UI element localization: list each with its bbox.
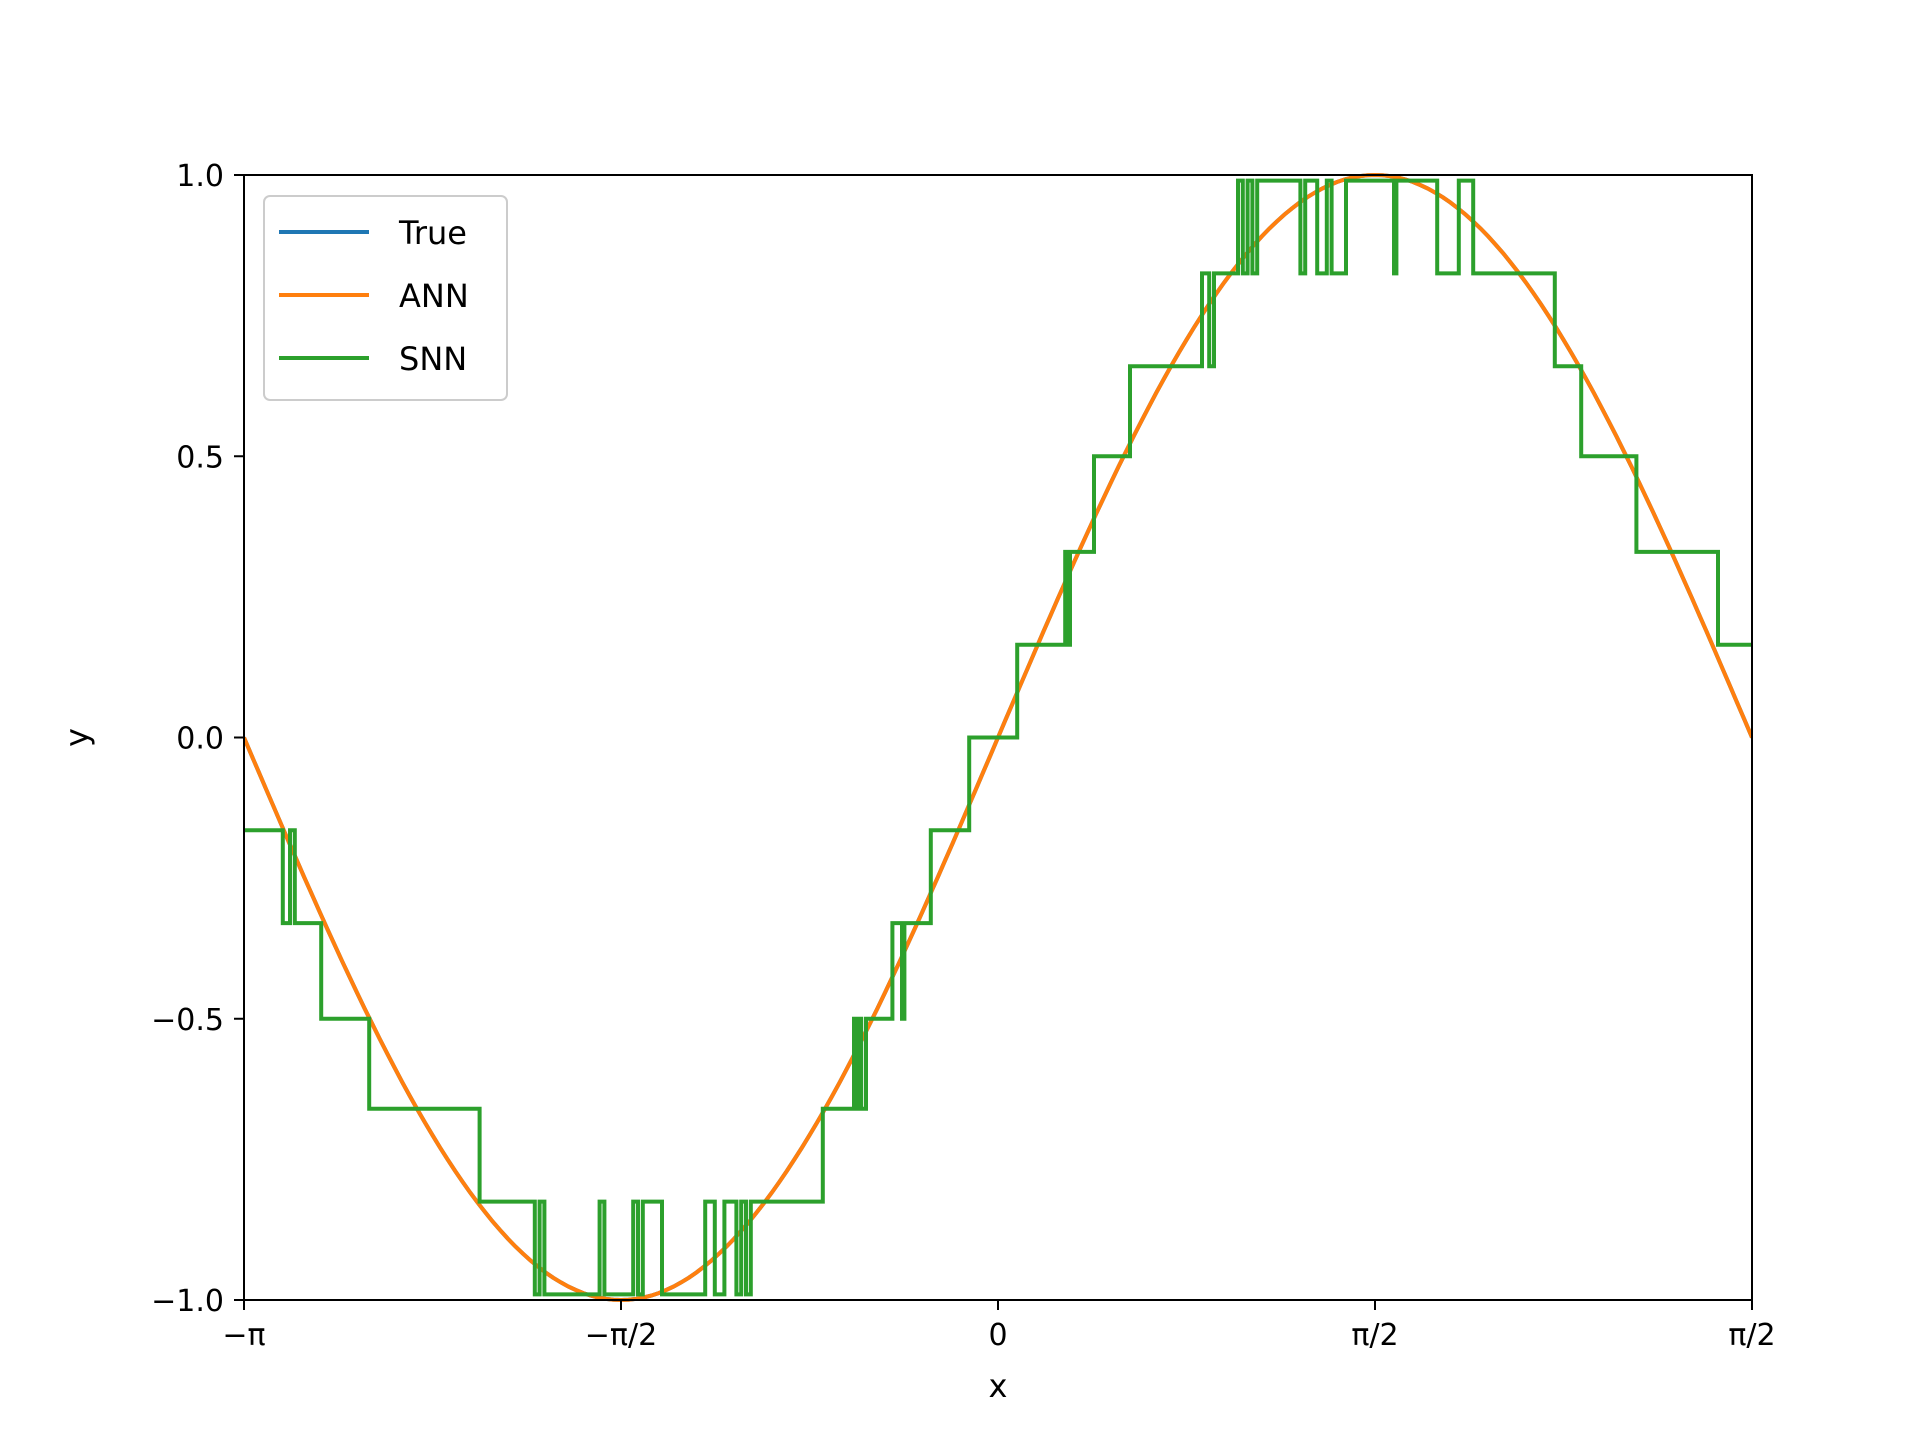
x-tick-label: π/2 [1351, 1318, 1398, 1353]
y-tick-label: 0.5 [176, 440, 224, 475]
x-tick-label: −π [222, 1318, 265, 1353]
x-tick-label: −π/2 [585, 1318, 657, 1353]
legend-label-true: True [398, 214, 467, 252]
legend-box [263, 195, 508, 401]
legend: True ANN SNN [263, 195, 508, 401]
x-tick-label: π/2 [1728, 1318, 1775, 1353]
legend-label-ann: ANN [399, 277, 469, 315]
legend-label-snn: SNN [399, 340, 467, 378]
series-line-snn [244, 178, 1752, 1297]
y-tick-label: 0.0 [176, 722, 224, 757]
y-tick-label: 1.0 [176, 159, 224, 194]
x-axis-label: x [989, 1367, 1008, 1405]
y-tick-label: −1.0 [151, 1284, 224, 1319]
x-tick-label: 0 [988, 1318, 1007, 1353]
plot-area [244, 173, 1752, 1302]
x-axis-ticks: −π −π/2 0 π/2 π/2 [222, 1300, 1776, 1353]
y-axis-label: y [58, 728, 96, 747]
y-tick-label: −0.5 [151, 1003, 224, 1038]
y-axis-ticks: −1.0 −0.5 0.0 0.5 1.0 [151, 159, 244, 1319]
